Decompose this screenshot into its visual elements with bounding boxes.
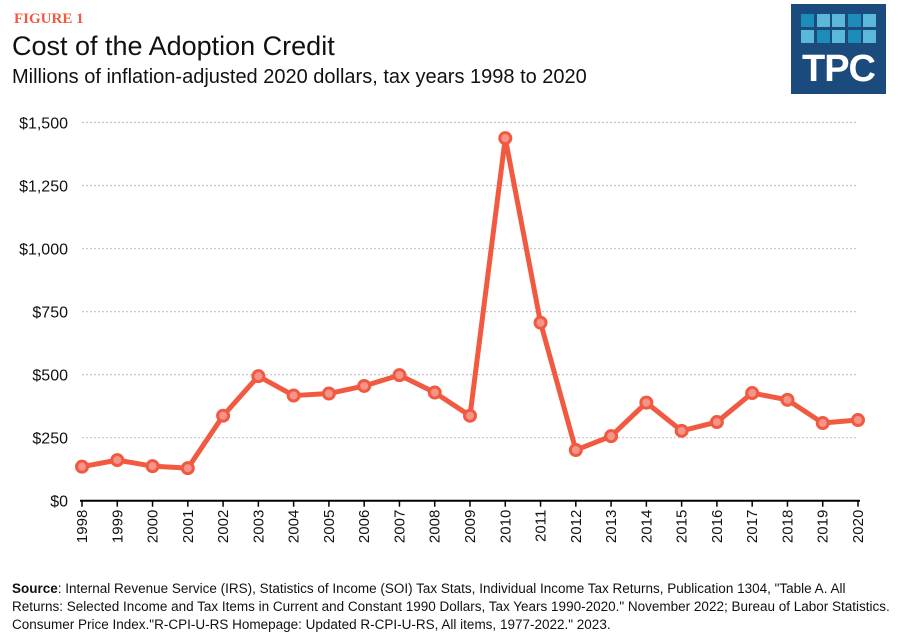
- line-chart: $0 $250 $500 $750 $1,000 $1,250 $1,500 1998 1999…: [19, 116, 867, 544]
- x-tick-label: 2008: [427, 510, 444, 543]
- logo-square: [847, 14, 861, 27]
- x-tick-label: 2010: [497, 510, 514, 543]
- x-tick-label: 2009: [462, 510, 479, 543]
- y-tick-label: $1,000: [19, 242, 68, 259]
- x-tick-label: 2016: [709, 510, 726, 543]
- chart-subtitle: Millions of inflation-adjusted 2020 doll…: [12, 66, 587, 88]
- logo-square: [816, 29, 830, 43]
- y-tick-label: $0: [50, 494, 68, 511]
- data-point: [815, 416, 830, 431]
- data-point: [604, 429, 619, 444]
- x-tick-label: 2020: [850, 510, 867, 543]
- y-tick-label: $1,500: [19, 116, 68, 133]
- data-point: [851, 413, 865, 428]
- x-tick-label: 2019: [815, 510, 832, 543]
- data-point: [357, 378, 372, 393]
- logo-square: [832, 29, 845, 43]
- y-tick-label: $250: [32, 431, 68, 448]
- data-point: [75, 459, 89, 474]
- data-point: [674, 423, 689, 438]
- data-point: [251, 369, 266, 384]
- x-tick-label: 2000: [145, 510, 162, 543]
- x-tick-label: 2003: [250, 510, 267, 543]
- logo-square: [863, 14, 876, 27]
- source-text: : Internal Revenue Service (IRS), Statis…: [12, 581, 890, 632]
- data-point: [533, 315, 548, 330]
- data-point: [145, 459, 160, 474]
- data-point: [498, 131, 513, 146]
- y-tick-label: $500: [32, 368, 68, 385]
- x-tick-label: 2011: [533, 510, 550, 542]
- x-tick-label: 1998: [74, 510, 91, 543]
- y-tick-label: $750: [32, 305, 68, 322]
- data-point: [286, 388, 301, 403]
- data-point: [427, 385, 442, 400]
- logo-square: [816, 14, 830, 27]
- data-point: [568, 443, 583, 458]
- figure-label: FIGURE 1: [14, 11, 84, 27]
- x-tick-label: 2018: [779, 510, 796, 543]
- x-tick-label: 2001: [180, 510, 197, 543]
- logo-text: TPC: [802, 48, 876, 90]
- logo-square: [863, 29, 876, 43]
- x-tick-label: 2004: [286, 510, 303, 543]
- data-point: [709, 415, 724, 430]
- data-point: [110, 453, 125, 468]
- x-tick-label: 2013: [603, 510, 620, 543]
- data-point: [180, 461, 195, 476]
- x-tick-label: 1999: [109, 510, 126, 543]
- data-point: [216, 408, 231, 423]
- x-tick-label: 2007: [391, 510, 408, 543]
- source-note: Source: Internal Revenue Service (IRS), …: [12, 580, 892, 634]
- tpc-logo: TPC: [791, 4, 886, 94]
- x-tick-label: 2002: [215, 510, 232, 543]
- x-tick-label: 2015: [674, 510, 691, 543]
- data-point: [745, 386, 760, 401]
- source-label: Source: [12, 581, 58, 596]
- x-tick-label: 2012: [568, 510, 585, 543]
- data-point: [321, 386, 336, 401]
- x-tick-label: 2017: [744, 510, 761, 543]
- x-tick-label: 2005: [321, 510, 338, 543]
- logo-square: [801, 29, 814, 43]
- data-point: [639, 395, 654, 410]
- logo-square: [832, 14, 845, 27]
- y-tick-label: $1,250: [19, 179, 68, 196]
- chart-title: Cost of the Adoption Credit: [12, 31, 335, 61]
- x-tick-label: 2006: [356, 510, 373, 543]
- data-point: [392, 368, 407, 383]
- x-tick-label: 2014: [638, 510, 655, 543]
- logo-square: [801, 14, 814, 27]
- data-point: [463, 408, 477, 423]
- logo-square: [847, 29, 861, 43]
- data-point: [780, 392, 795, 407]
